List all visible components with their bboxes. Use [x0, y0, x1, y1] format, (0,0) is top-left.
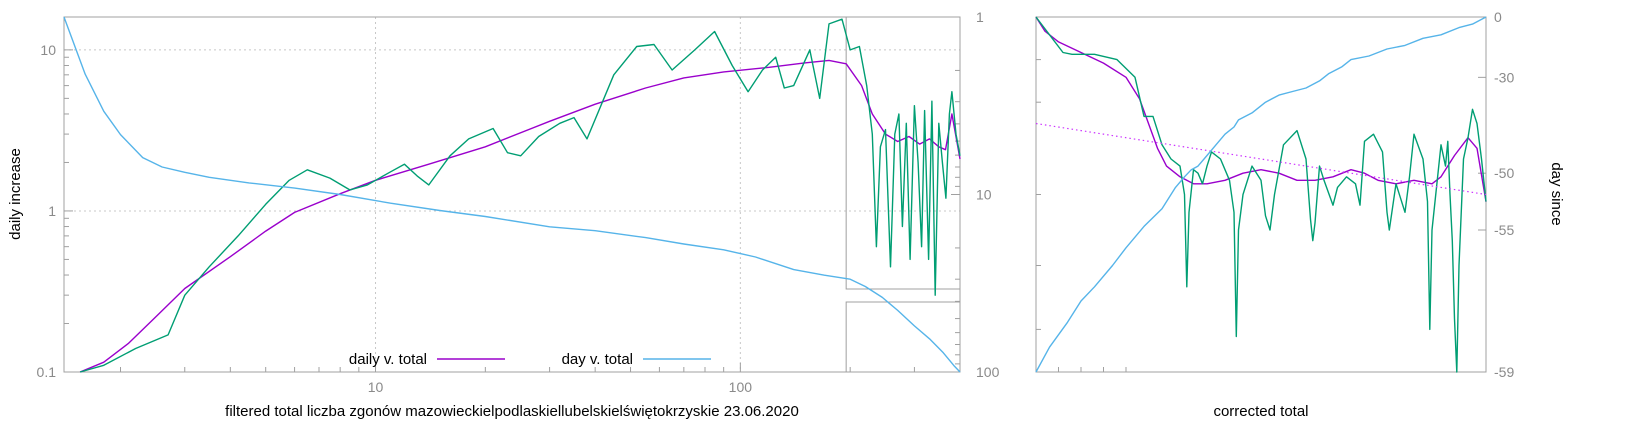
y-axis-title-right: day since	[1548, 162, 1565, 225]
y-tick-label-right: 0	[1494, 9, 1502, 25]
series-day-line-corrected	[1035, 16, 1487, 373]
x-axis-title: filtered total liczba zgonów mazowieckie…	[225, 403, 799, 420]
y-tick-label-left: 0.1	[37, 364, 57, 380]
zoom-box-upper	[845, 17, 960, 290]
y-tick-label-right: 10	[976, 187, 992, 203]
y-tick-label-left: 1	[48, 203, 56, 219]
plot-frame-right	[1035, 16, 1487, 373]
series-daily-line	[79, 59, 961, 373]
series-raw-line-corrected	[1035, 16, 1487, 373]
x-tick-label: 100	[729, 379, 753, 395]
y-axis-title: daily increase	[7, 148, 24, 240]
legend-label-daily: daily v. total	[349, 351, 427, 368]
plot-frame-left	[63, 16, 961, 373]
series-raw-line	[79, 18, 961, 373]
x-axis-title-right: corrected total	[1213, 403, 1308, 420]
series-day-line	[63, 16, 961, 373]
y-tick-label-right: -50	[1494, 165, 1514, 181]
zoom-box-lower	[845, 301, 960, 372]
series-daily-line-corrected	[1035, 16, 1487, 202]
legend-label-day: day v. total	[562, 351, 633, 368]
y-tick-label-right: 100	[976, 364, 1000, 380]
y-tick-label-right: -59	[1494, 364, 1514, 380]
y-tick-label-left: 10	[40, 42, 56, 58]
y-tick-label-right: -55	[1494, 222, 1514, 238]
y-tick-label-right: -30	[1494, 69, 1514, 85]
x-tick-label: 10	[368, 379, 384, 395]
y-tick-label-right: 1	[976, 9, 984, 25]
